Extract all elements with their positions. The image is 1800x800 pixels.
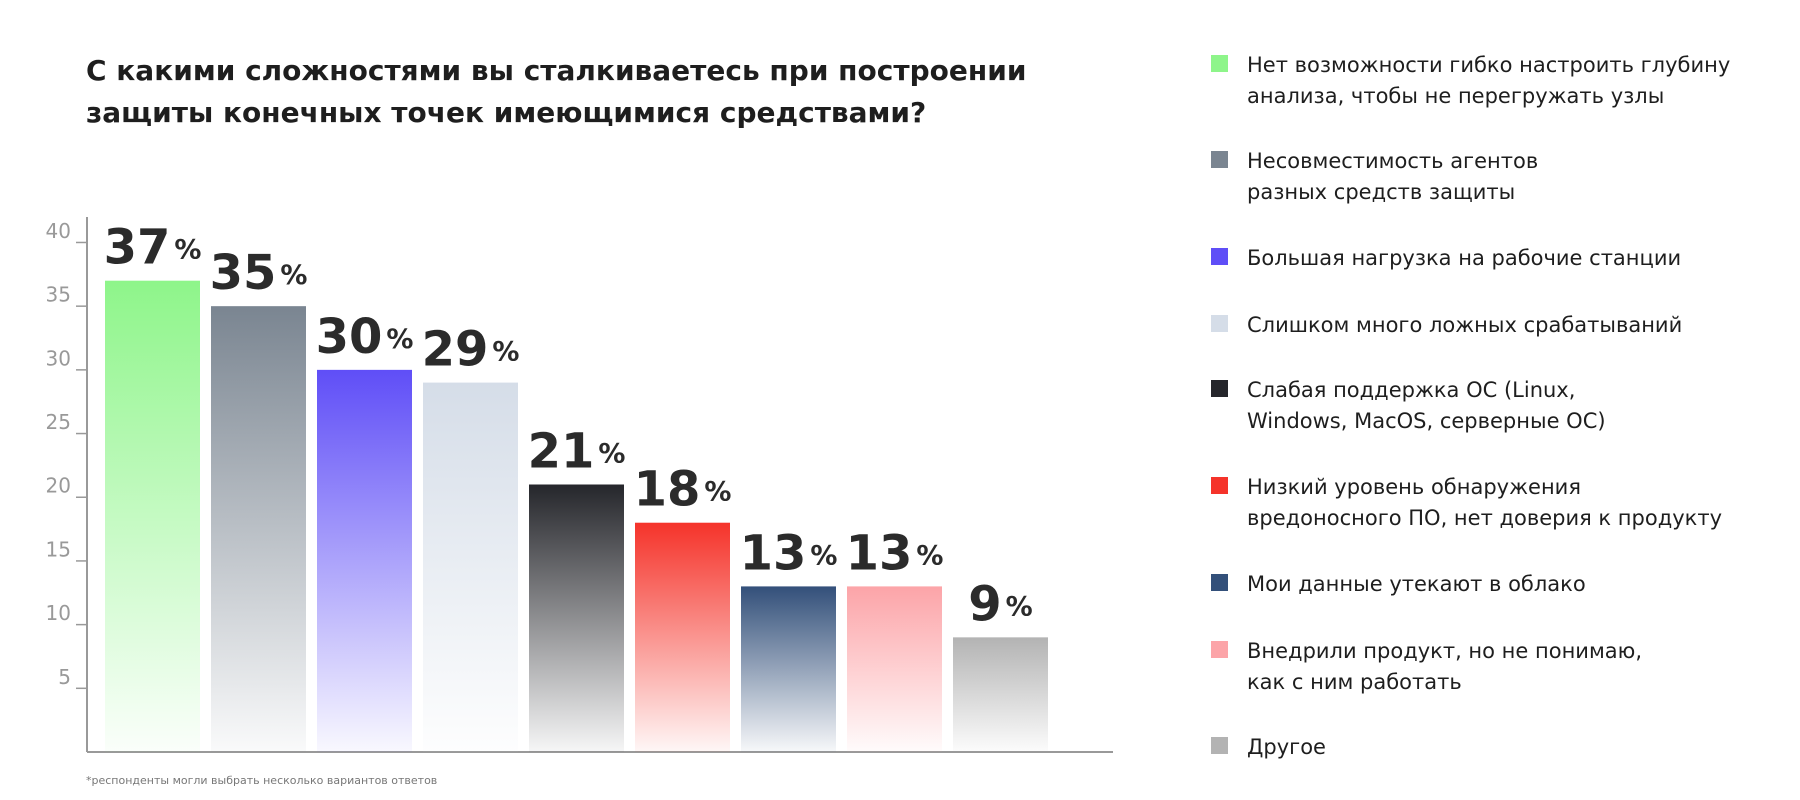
legend-swatch [1211, 574, 1228, 591]
legend-entry: Нет возможности гибко настроить глубину … [1211, 50, 1730, 112]
bar [741, 586, 836, 752]
value-label: 37% [104, 220, 202, 276]
legend-swatch [1211, 380, 1228, 397]
y-tick-label: 20 [46, 474, 71, 498]
legend-entry: Мои данные утекают в облако [1211, 569, 1586, 600]
y-tick-label: 5 [58, 665, 71, 689]
bar [105, 280, 200, 752]
legend-swatch [1211, 55, 1228, 72]
y-tick-label: 25 [46, 410, 71, 434]
legend-entry: Слишком много ложных срабатываний [1211, 310, 1682, 341]
value-label: 30% [316, 309, 414, 365]
value-label: 9% [968, 576, 1032, 632]
legend-entry: Несовместимость агентов разных средств з… [1211, 146, 1538, 208]
footnote: *респонденты могли выбрать несколько вар… [86, 774, 438, 787]
legend-label: Большая нагрузка на рабочие станции [1247, 246, 1682, 270]
bar [423, 382, 518, 752]
legend-label: Внедрили продукт, но не понимаю, как с н… [1247, 639, 1643, 694]
legend-label: Слишком много ложных срабатываний [1247, 313, 1683, 337]
legend-label: Мои данные утекают в облако [1247, 572, 1586, 596]
bar [847, 586, 942, 752]
value-label: 18% [634, 462, 732, 518]
bar [635, 522, 730, 752]
value-label: 21% [528, 424, 626, 480]
legend-label: Несовместимость агентов разных средств з… [1247, 149, 1539, 204]
legend-entry: Низкий уровень обнаружения вредоносного … [1211, 472, 1722, 534]
bar [953, 637, 1048, 752]
bar [211, 306, 306, 752]
y-tick-label: 10 [46, 601, 71, 625]
legend-swatch [1211, 641, 1228, 658]
legend-label: Слабая поддержка ОС (Linux, Windows, Mac… [1247, 378, 1606, 433]
y-tick-label: 30 [46, 346, 71, 370]
bar [317, 369, 412, 752]
y-tick-label: 40 [46, 219, 71, 243]
value-label: 13% [846, 525, 944, 581]
legend-swatch [1211, 315, 1228, 332]
value-label: 13% [740, 525, 838, 581]
legend-swatch [1211, 477, 1228, 494]
y-tick-label: 15 [46, 537, 71, 561]
legend-entry: Другое [1211, 732, 1326, 763]
legend-label: Нет возможности гибко настроить глубину … [1247, 53, 1731, 108]
bar [529, 484, 624, 752]
legend-entry: Большая нагрузка на рабочие станции [1211, 243, 1681, 274]
y-tick-label: 35 [46, 283, 71, 307]
legend-entry: Внедрили продукт, но не понимаю, как с н… [1211, 636, 1642, 698]
chart-title: С какими сложностями вы сталкиваетесь пр… [86, 54, 1027, 129]
legend-swatch [1211, 151, 1228, 168]
legend-entry: Слабая поддержка ОС (Linux, Windows, Mac… [1211, 375, 1606, 437]
value-label: 35% [210, 245, 308, 301]
legend-swatch [1211, 248, 1228, 265]
legend-swatch [1211, 737, 1228, 754]
legend-label: Другое [1247, 735, 1326, 759]
value-label: 29% [422, 322, 520, 378]
legend-label: Низкий уровень обнаружения вредоносного … [1247, 475, 1722, 530]
